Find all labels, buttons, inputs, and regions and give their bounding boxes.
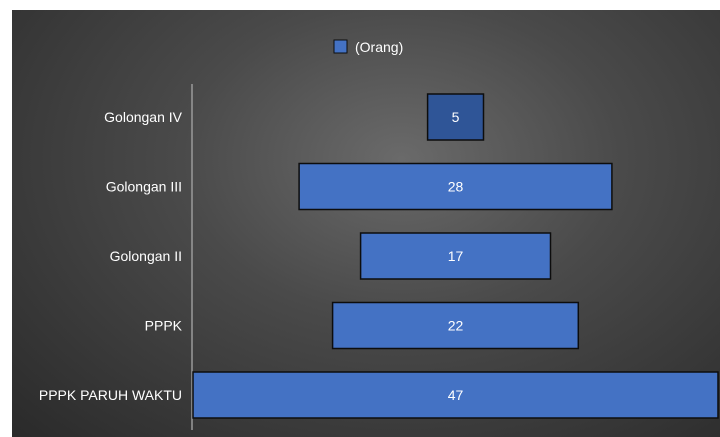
bar-pppk: [331, 301, 580, 350]
category-labels: Golongan IV Golongan III Golongan II PPPK PP…: [39, 109, 183, 403]
bars: 5 28 17 22 47: [192, 93, 719, 419]
bar-golongan-iv: [426, 93, 485, 141]
chart-area: (Orang) Golongan IV Golongan III Golongan …: [12, 10, 720, 437]
category-label: Golongan II: [110, 248, 182, 264]
data-label: 47: [448, 387, 464, 403]
legend-swatch: [333, 39, 348, 54]
data-label: 28: [448, 179, 464, 195]
category-label: Golongan IV: [104, 109, 182, 125]
legend: (Orang): [333, 39, 403, 55]
bar-pppk-paruh-waktu: [192, 371, 719, 419]
data-label: 17: [448, 248, 464, 264]
legend-label: (Orang): [355, 39, 403, 55]
data-label: 5: [452, 109, 460, 125]
category-label: PPPK: [145, 318, 183, 334]
category-label: Golongan III: [106, 179, 182, 195]
data-label: 22: [448, 318, 464, 334]
category-label: PPPK PARUH WAKTU: [39, 387, 182, 403]
bar-golongan-iii: [298, 162, 613, 211]
bar-golongan-ii: [359, 232, 552, 280]
